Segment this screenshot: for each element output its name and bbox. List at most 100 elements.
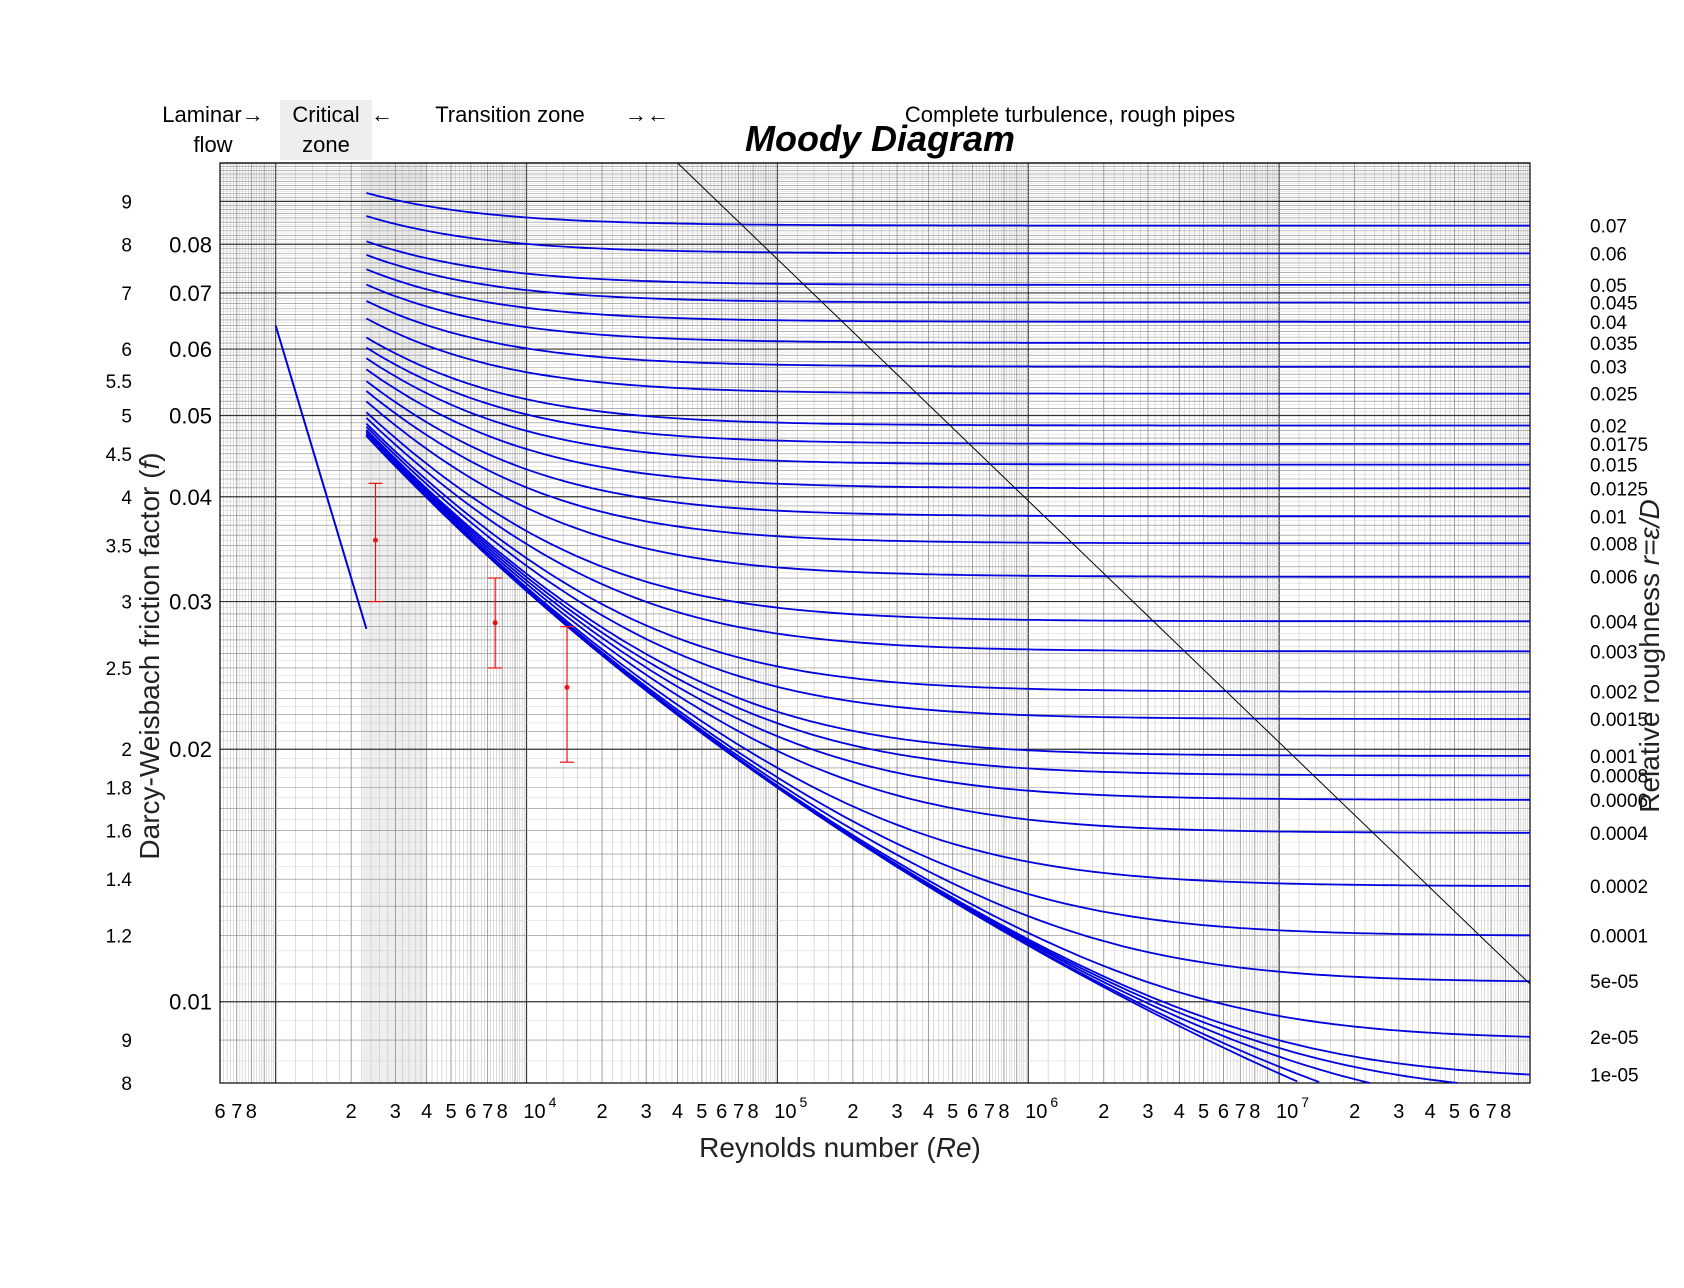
roughness-label: 0.025 [1590,385,1638,406]
roughness-curve [365,429,1530,757]
y-minor-label: 9 [121,192,132,213]
error-bar-point [492,620,498,626]
y-minor-label: 2 [121,740,132,761]
y-axis-label-variable: f [134,461,165,470]
y-minor-label: 9 [121,1031,132,1052]
roughness-label: 0.035 [1590,334,1638,355]
roughness-curve [365,380,1530,518]
x-tick-label: 7 [733,1101,744,1123]
error-bar-point [564,684,570,690]
x-tick-label: 8 [998,1101,1009,1123]
roughness-curve [366,192,1530,227]
y-minor-label: 5 [121,406,132,427]
x-tick-label: 3 [390,1101,401,1123]
roughness-curve [365,336,1530,427]
zone-label-laminar-line1: Laminar→ [162,102,264,127]
x-tick-label: 8 [246,1101,257,1123]
x-tick-label: 10 [1276,1101,1298,1123]
boundary-lines [677,162,1531,985]
roughness-label: 0.002 [1590,683,1638,704]
y-tick-label: 0.06 [169,337,212,362]
x-tick-label: 4 [672,1101,683,1123]
chart-title: Moody Diagram [744,118,1016,159]
y-tick-label: 0.02 [169,737,212,762]
y-minor-label: 5.5 [106,372,132,393]
x-tick-label: 5 [1198,1101,1209,1123]
x-tick-label: 6 [716,1101,727,1123]
roughness-label: 0.0004 [1590,824,1649,845]
x-tick-label: 3 [1393,1101,1404,1123]
y-minor-label: 4.5 [106,445,132,466]
roughness-label: 2e-05 [1590,1028,1639,1049]
x-tick-label: 6 [1218,1101,1229,1123]
roughness-label: 0.0006 [1590,791,1648,812]
roughness-axis-label-variable: r=ε/D [1634,499,1665,566]
zone-label-critical-line2: zone [302,132,350,157]
x-tick-label: 8 [497,1101,508,1123]
roughness-curve [365,431,1530,801]
x-tick-label: 6 [465,1101,476,1123]
roughness-curves [274,192,1531,1084]
x-tick-label: 2 [1349,1101,1360,1123]
roughness-label: 0.05 [1590,276,1627,297]
zone-label-laminar-line2: flow [193,132,233,157]
y-axis-label-suffix: ) [134,452,165,462]
roughness-label: 0.001 [1590,747,1638,768]
x-axis-label: Reynolds number (Re) [620,1132,1060,1164]
x-tick-label: 2 [346,1101,357,1123]
x-axis-label-variable: Re [935,1132,972,1163]
roughness-curve [366,240,1530,286]
roughness-label: 0.02 [1590,417,1627,438]
x-tick-label: 7 [482,1101,493,1123]
roughness-curve [365,430,1530,777]
x-tick-label: 7 [1486,1101,1497,1123]
transition-arrows: →← [625,102,669,127]
y-minor-label: 4 [121,488,132,509]
zone-label-laminar: Laminar→ flow [158,100,268,160]
roughness-curve [365,423,1530,693]
x-tick-label: 6 [214,1101,225,1123]
x-tick-label: 5 [947,1101,958,1123]
rough-turbulence-boundary [677,162,1531,985]
roughness-curve [365,417,1531,653]
roughness-label: 0.004 [1590,612,1638,633]
y-minor-label: 1.6 [106,822,132,843]
roughness-curve [365,346,1530,445]
y-tick-label: 0.03 [169,590,212,615]
roughness-curve [366,254,1530,304]
critical-arrow: ← [371,102,393,127]
x-tick-label: 5 [445,1101,456,1123]
roughness-label: 0.07 [1590,217,1627,238]
x-tick-label: 2 [847,1101,858,1123]
roughness-curve [366,268,1530,323]
roughness-label: 0.0002 [1590,877,1648,898]
roughness-curve [365,357,1530,466]
roughness-label: 0.04 [1590,313,1627,334]
y-tick-label: 0.05 [169,403,212,428]
roughness-label: 0.003 [1590,642,1638,663]
roughness-label: 0.0001 [1590,926,1648,947]
y-minor-label: 8 [121,1074,132,1095]
zone-label-transition: Transition zone [435,102,585,127]
roughness-label: 0.0008 [1590,766,1648,787]
roughness-curve [366,283,1530,344]
plot-frame [219,162,1531,1084]
y-minor-label: 1.8 [106,779,132,800]
y-axis-label-prefix: Darcy-Weisbach friction factor ( [134,469,165,860]
roughness-label: 0.01 [1590,507,1627,528]
x-tick-label: 2 [1098,1101,1109,1123]
zone-label-critical: Critical zone [280,100,372,160]
roughness-curve [365,317,1530,395]
y-minor-label: 6 [121,340,132,361]
x-tick-label: 6 [967,1101,978,1123]
x-axis-label-suffix: ) [971,1132,981,1163]
x-tick-label: 8 [1500,1101,1511,1123]
roughness-label: 0.006 [1590,568,1638,589]
roughness-curve [365,433,1531,887]
x-tick-label: 10 [523,1101,545,1123]
roughness-label: 0.0125 [1590,479,1648,500]
x-tick-exponent: 7 [1301,1094,1309,1110]
roughness-axis-label-prefix: Relative roughness [1634,565,1665,813]
roughness-curve [365,435,1298,1083]
x-tick-label: 4 [421,1101,432,1123]
